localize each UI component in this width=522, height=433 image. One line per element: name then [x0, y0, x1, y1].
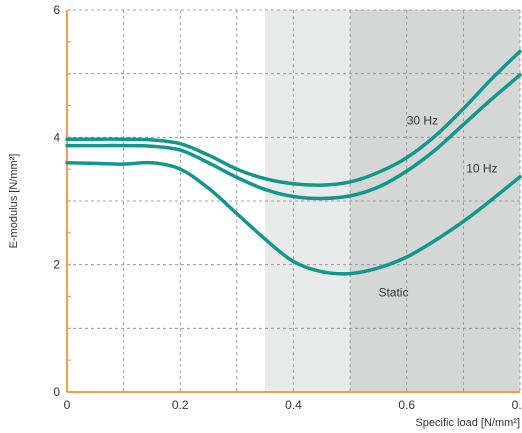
x-tick-label: 0.8	[512, 398, 522, 412]
y-axis-title: E-modulus [N/mm²]	[8, 154, 20, 249]
x-tick-label: 0.2	[172, 398, 189, 412]
series-line-static	[65, 160, 522, 276]
x-tick-label: 0.6	[398, 398, 415, 412]
y-tick-label: 6	[53, 3, 60, 17]
grid	[67, 9, 521, 392]
series-label: Static	[378, 286, 408, 300]
series-label: 10 Hz	[466, 161, 497, 175]
y-tick-label: 0	[53, 385, 60, 399]
y-tick-label: 2	[53, 258, 60, 272]
x-tick-label: 0.4	[285, 398, 302, 412]
x-tick-label: 0	[64, 398, 71, 412]
series-lines	[65, 49, 522, 276]
axes	[66, 9, 520, 393]
series-line-10-hz	[65, 73, 522, 201]
series-label: 30 Hz	[407, 114, 438, 128]
x-axis-title: Specific load [N/mm²]	[415, 417, 520, 429]
tick-labels: 0 0.2 0.4 0.6 0.8 0 2 4 6	[53, 3, 522, 412]
series-labels: 30 Hz 10 Hz Static	[378, 114, 497, 300]
y-tick-label: 4	[53, 130, 60, 144]
series-line-30-hz	[65, 49, 522, 187]
